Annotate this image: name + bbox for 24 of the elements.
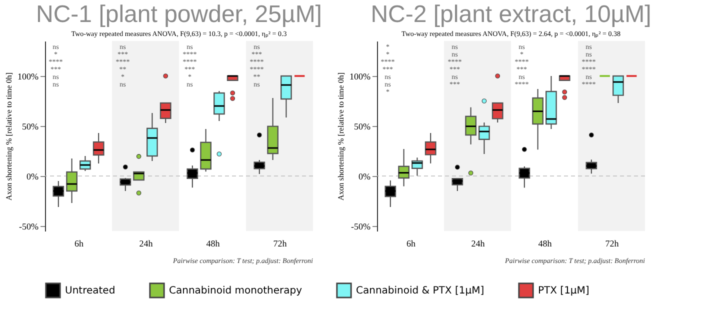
x-tick-label: 48h xyxy=(206,238,220,248)
x-tick-label: 24h xyxy=(139,238,154,248)
y-axis-title: Axon shortening % [relative to time 0h] xyxy=(336,72,346,200)
x-tick-label: 6h xyxy=(406,238,416,248)
x-tick-label: 72h xyxy=(273,238,288,248)
y-tick-label: 0% xyxy=(26,172,39,182)
x-tick-label: 24h xyxy=(471,238,486,248)
legend-label: Cannabinoid monotherapy xyxy=(169,285,302,296)
x-tick-label: 6h xyxy=(74,238,84,248)
y-tick-label: 100% xyxy=(350,72,371,82)
legend-label: Untreated xyxy=(65,285,116,296)
x-tick-label: 48h xyxy=(538,238,552,248)
chart-title: NC-2 [plant extract, 10µM] xyxy=(370,1,652,28)
y-axis-title: Axon shortening % [relative to time 0h] xyxy=(4,72,14,200)
y-tick-label: 0% xyxy=(358,172,371,182)
legend-label: PTX [1µM] xyxy=(538,285,590,296)
y-tick-label: 50% xyxy=(354,122,371,132)
legend-label: Cannabinoid & PTX [1µM] xyxy=(356,285,484,296)
chart-title: NC-1 [plant powder, 25µM] xyxy=(36,1,322,28)
x-tick-label: 72h xyxy=(605,238,620,248)
y-tick-label: 50% xyxy=(22,122,39,132)
y-tick-label: -50% xyxy=(19,222,39,232)
y-tick-label: 100% xyxy=(18,72,39,82)
y-tick-label: -50% xyxy=(351,222,371,232)
